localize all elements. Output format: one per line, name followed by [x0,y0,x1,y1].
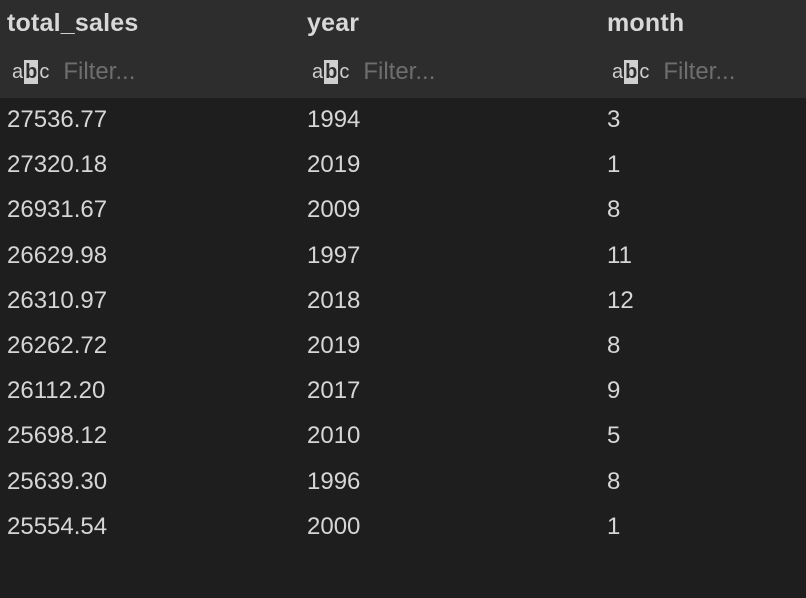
cell-year[interactable]: 1997 [307,241,361,269]
cell-month[interactable]: 3 [607,106,621,133]
cell-total-sales[interactable]: 25639.30 [7,467,108,495]
cell-year[interactable]: 2019 [307,331,361,359]
table-row[interactable]: 25698.12 2010 5 [0,414,806,459]
filter-input-total-sales[interactable] [63,58,264,86]
cell-month[interactable]: 9 [607,377,621,405]
cell-total-sales[interactable]: 26262.72 [7,331,108,359]
cell-month[interactable]: 11 [607,241,632,269]
cell-month[interactable]: 1 [607,151,621,179]
cell-total-sales[interactable]: 26931.67 [7,196,108,224]
cell-year[interactable]: 2019 [307,151,361,179]
table-row[interactable]: 26931.67 2009 8 [0,188,806,233]
cell-year[interactable]: 2009 [307,196,361,224]
table-row[interactable]: 26629.98 1997 11 [0,234,806,279]
cell-year[interactable]: 2018 [307,286,361,314]
cell-year[interactable]: 2000 [307,512,361,540]
cell-total-sales[interactable]: 26112.20 [7,377,106,405]
cell-year[interactable]: 2017 [307,377,361,405]
cell-year[interactable]: 1996 [307,467,361,495]
cell-month[interactable]: 8 [607,331,621,359]
table-row[interactable]: 25554.54 2000 1 [0,505,806,550]
cell-total-sales[interactable]: 27536.77 [7,106,108,133]
filter-input-year[interactable] [363,58,564,86]
cell-month[interactable]: 8 [607,467,621,495]
cell-month[interactable]: 1 [607,512,621,540]
cell-total-sales[interactable]: 26310.97 [7,286,108,314]
column-title[interactable]: year [307,9,360,37]
table-row[interactable]: 26310.97 2018 12 [0,279,806,324]
table-row[interactable]: 26112.20 2017 9 [0,369,806,414]
cell-year[interactable]: 1994 [307,106,361,133]
cell-month[interactable]: 5 [607,422,621,450]
column-title[interactable]: month [607,9,685,37]
cell-total-sales[interactable]: 25554.54 [7,512,108,540]
cell-year[interactable]: 2010 [307,422,361,450]
grid-header: total_sales abc year abc month abc [0,0,806,98]
cell-total-sales[interactable]: 26629.98 [7,241,108,269]
table-row[interactable]: 26262.72 2019 8 [0,324,806,369]
cell-month[interactable]: 12 [607,286,634,314]
grid-body: 27536.77 1994 3 27320.18 2019 1 26931.67… [0,98,806,550]
table-row[interactable]: 27320.18 2019 1 [0,143,806,188]
cell-month[interactable]: 8 [607,196,621,224]
table-row[interactable]: 27536.77 1994 3 [0,98,806,143]
filter-input-month[interactable] [663,58,806,86]
cell-total-sales[interactable]: 27320.18 [7,151,108,179]
column-title[interactable]: total_sales [7,9,139,37]
table-row[interactable]: 25639.30 1996 8 [0,460,806,505]
cell-total-sales[interactable]: 25698.12 [7,422,108,450]
